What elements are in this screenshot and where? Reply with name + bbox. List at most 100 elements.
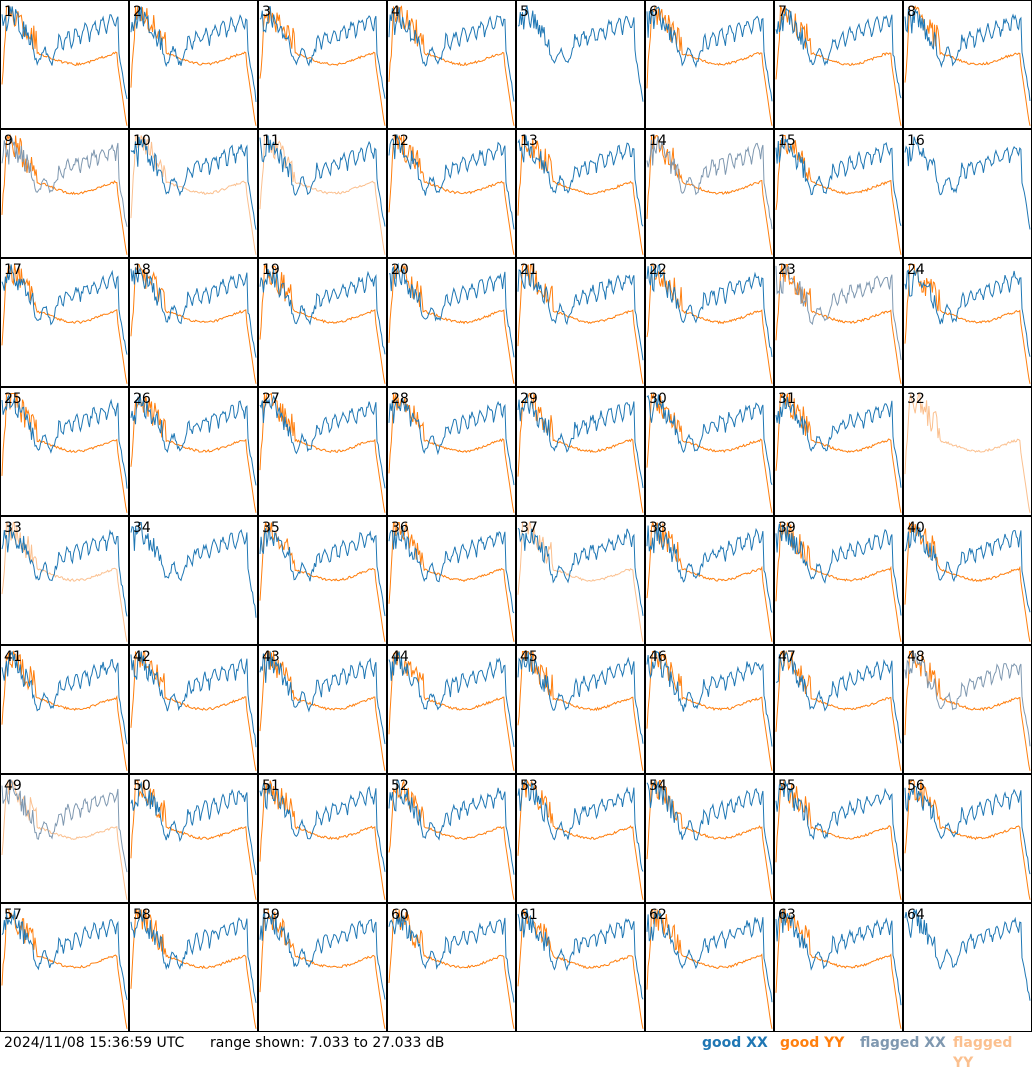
- yy-trace: [388, 134, 515, 255]
- xx-trace: [1, 6, 128, 100]
- yy-trace: [775, 909, 902, 1029]
- xx-trace: [389, 262, 515, 358]
- panel-48: 48: [903, 645, 1032, 774]
- xx-trace: [388, 651, 515, 747]
- panel-label: 10: [133, 133, 151, 149]
- panel-label: 61: [520, 907, 538, 923]
- xx-trace: [388, 133, 515, 230]
- panel-label: 31: [778, 391, 796, 407]
- panel-label: 3: [262, 4, 271, 20]
- panel-30: 30: [645, 387, 774, 516]
- panel-label: 40: [907, 520, 925, 536]
- panel-label: 52: [391, 778, 409, 794]
- yy-trace: [517, 521, 644, 642]
- panel-frame: [903, 516, 1032, 645]
- panel-label: 38: [649, 520, 667, 536]
- panel-23: 23: [774, 258, 903, 387]
- panel-18: 18: [129, 258, 258, 387]
- yy-trace: [646, 393, 773, 513]
- yy-trace: [775, 393, 902, 513]
- xx-trace: [517, 4, 644, 102]
- xx-trace: [646, 394, 773, 485]
- panel-label: 62: [649, 907, 667, 923]
- panel-frame: [516, 903, 645, 1032]
- xx-trace: [775, 394, 902, 488]
- panel-label: 21: [520, 262, 538, 278]
- panel-label: 15: [778, 133, 796, 149]
- footer: 2024/11/08 15:36:59 UTC range shown: 7.0…: [0, 1033, 1033, 1071]
- yy-trace: [904, 778, 1031, 900]
- panel-39: 39: [774, 516, 903, 645]
- panel-label: 8: [907, 4, 916, 20]
- panel-59: 59: [258, 903, 387, 1032]
- panel-label: 23: [778, 262, 796, 278]
- panel-label: 59: [262, 907, 280, 923]
- panel-frame: [0, 645, 129, 774]
- xx-trace: [646, 780, 773, 875]
- panel-20: 20: [387, 258, 516, 387]
- xx-trace: [646, 136, 773, 230]
- xx-trace: [388, 779, 515, 875]
- panel-label: 54: [649, 778, 667, 794]
- panel-frame: [774, 129, 903, 258]
- panel-frame: [645, 387, 774, 516]
- xx-trace: [517, 393, 644, 489]
- yy-trace: [1, 133, 128, 255]
- panel-11: 11: [258, 129, 387, 258]
- xx-trace: [775, 7, 902, 99]
- yy-trace: [130, 6, 257, 126]
- panel-label: 1: [4, 4, 13, 20]
- xx-trace: [646, 910, 773, 1003]
- xx-trace: [646, 650, 773, 747]
- panel-46: 46: [645, 645, 774, 774]
- panel-frame: [387, 0, 516, 129]
- panel-label: 50: [133, 778, 151, 794]
- yy-trace: [646, 651, 773, 771]
- xx-trace: [388, 526, 515, 614]
- panel-31: 31: [774, 387, 903, 516]
- panel-37: 37: [516, 516, 645, 645]
- panel-9: 9: [0, 129, 129, 258]
- yy-trace: [130, 393, 257, 513]
- panel-label: 44: [391, 649, 409, 665]
- xx-trace: [517, 909, 644, 1000]
- xx-trace: [130, 267, 257, 358]
- panel-label: 56: [907, 778, 925, 794]
- yy-trace: [775, 522, 902, 642]
- yy-trace: [775, 135, 902, 255]
- yy-trace: [1, 650, 128, 771]
- panel-frame: [258, 258, 387, 387]
- panel-frame: [258, 774, 387, 903]
- panel-16: 16: [903, 129, 1032, 258]
- yy-trace: [646, 520, 773, 642]
- panel-5: 5: [516, 0, 645, 129]
- xx-trace: [904, 652, 1031, 747]
- panel-frame: [387, 645, 516, 774]
- panel-frame: [645, 0, 774, 129]
- panel-frame: [387, 258, 516, 387]
- panel-label: 51: [262, 778, 280, 794]
- legend-good-xx: good XX: [702, 1035, 768, 1051]
- xx-trace: [775, 909, 902, 1006]
- panel-label: 39: [778, 520, 796, 536]
- panel-label: 33: [4, 520, 22, 536]
- panel-label: 34: [133, 520, 151, 536]
- xx-trace: [259, 523, 386, 617]
- panel-frame: [129, 645, 258, 774]
- panel-label: 30: [649, 391, 667, 407]
- yy-trace: [646, 134, 773, 255]
- xx-trace: [1, 394, 128, 489]
- panel-45: 45: [516, 645, 645, 774]
- xx-trace: [1, 522, 128, 617]
- xx-trace: [388, 7, 515, 102]
- yy-trace: [775, 4, 902, 126]
- panel-63: 63: [774, 903, 903, 1032]
- panel-label: 32: [907, 391, 925, 407]
- xx-trace: [259, 912, 386, 1000]
- panel-51: 51: [258, 774, 387, 903]
- panel-label: 16: [907, 133, 925, 149]
- xx-trace: [517, 135, 644, 227]
- legend-flagged-xx: flagged XX: [860, 1035, 946, 1051]
- panel-frame: [258, 516, 387, 645]
- panel-label: 49: [4, 778, 22, 794]
